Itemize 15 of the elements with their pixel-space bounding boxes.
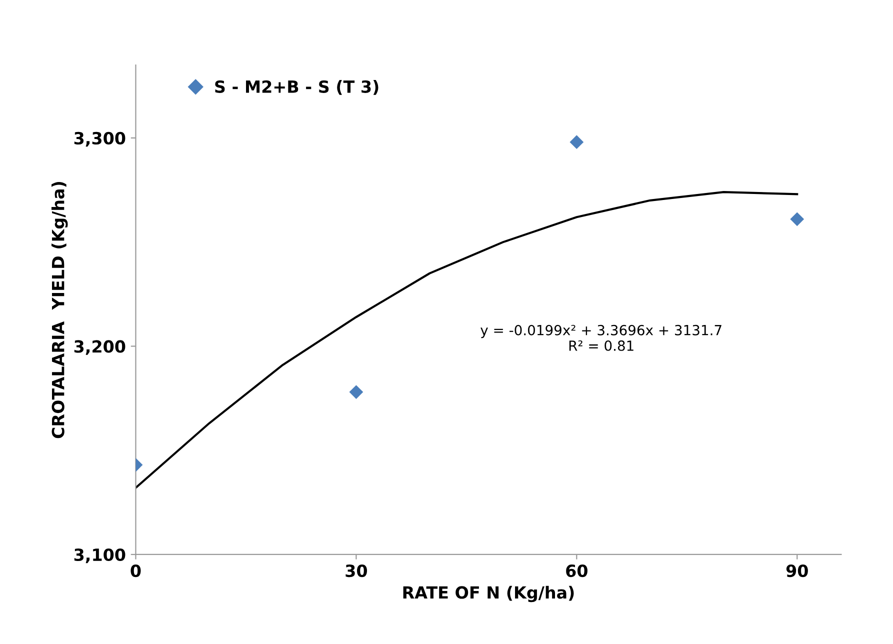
point xyxy=(349,385,364,399)
legend-label: S - M2+B - S (T 3) xyxy=(215,80,378,95)
y-tick-label: 3,300 xyxy=(74,132,126,147)
x-tick-label: 60 xyxy=(566,564,588,578)
point xyxy=(790,212,804,226)
y-axis-title: CROTALARIA YIELD (Kg/ha) xyxy=(51,182,68,438)
y-tick-label: 3,100 xyxy=(74,548,126,564)
x-tick-label: 30 xyxy=(346,564,367,578)
y-tick-label: 3,200 xyxy=(74,340,126,355)
annotation: y = -0.0199x² + 3.3696x + 3131.7 R² = 0.81 xyxy=(480,324,722,351)
x-tick-label: 0 xyxy=(130,564,141,578)
x-tick-label: 90 xyxy=(786,564,808,578)
x-axis-title: RATE OF N (Kg/ha) xyxy=(403,586,574,602)
line-series xyxy=(136,191,798,489)
point xyxy=(570,135,584,150)
